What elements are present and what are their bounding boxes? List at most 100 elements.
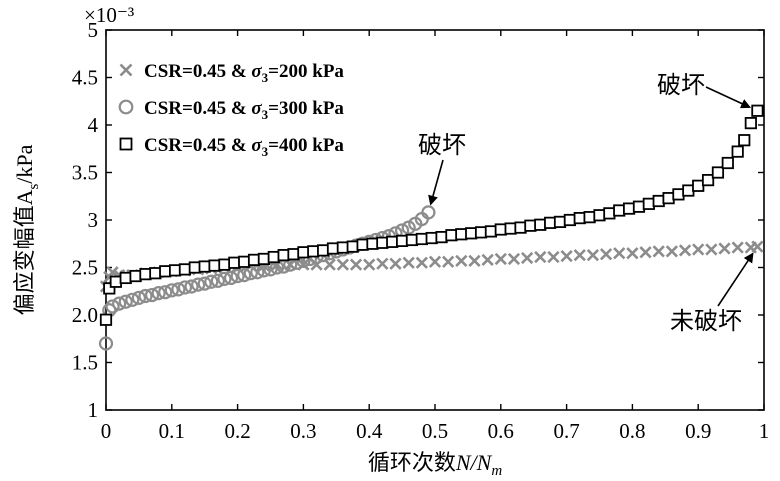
data-point — [204, 274, 219, 289]
data-point — [623, 202, 636, 215]
y-tick-label: 3 — [88, 208, 99, 232]
x-axis-label: 循环次数N/Nm — [368, 450, 502, 479]
legend-label: CSR=0.45 & σ3=400 kPa — [144, 135, 344, 159]
data-point — [455, 228, 468, 241]
data-point — [563, 213, 576, 227]
data-point — [389, 257, 402, 270]
y-tick-label: 1 — [88, 398, 99, 422]
data-point — [405, 233, 419, 247]
data-point — [118, 294, 133, 309]
data-point — [223, 270, 239, 286]
data-point — [109, 275, 122, 288]
data-point — [632, 200, 646, 213]
legend-marker — [118, 99, 134, 115]
data-point — [250, 265, 265, 280]
data-point — [395, 234, 409, 247]
annotation-label: 破坏 — [657, 72, 705, 99]
x-tick-label: 0.1 — [159, 419, 185, 443]
data-point — [711, 166, 725, 179]
data-point — [692, 179, 705, 192]
data-point — [297, 246, 310, 259]
data-point — [125, 292, 140, 307]
annotation-arrow — [705, 86, 752, 109]
data-point — [468, 254, 481, 267]
data-point — [662, 192, 675, 205]
data-point — [731, 145, 744, 158]
data-point — [129, 269, 142, 283]
data-point — [103, 282, 116, 295]
data-point — [553, 215, 567, 228]
y-tick-label: 4 — [88, 113, 99, 137]
data-point — [639, 246, 652, 259]
data-point — [112, 296, 127, 311]
data-point — [99, 313, 113, 326]
legend-label: CSR=0.45 & σ3=200 kPa — [144, 61, 344, 85]
data-point — [560, 249, 573, 263]
x-axis: 0 0.1 0.2 0.3 0.4 0.5 0.6 0.7 0.8 0.9 1 — [101, 30, 770, 443]
data-point — [494, 252, 507, 266]
data-point — [149, 267, 162, 280]
data-point — [521, 251, 534, 265]
data-point — [218, 258, 231, 271]
data-point — [465, 227, 478, 240]
data-point — [626, 247, 639, 260]
data-point — [421, 205, 436, 220]
annotation-label: 破坏 — [418, 132, 466, 159]
data-point — [336, 241, 349, 254]
data-point — [402, 256, 415, 269]
legend-marker — [119, 137, 133, 151]
data-point — [230, 268, 245, 284]
plot-area — [98, 104, 764, 351]
data-point — [243, 266, 258, 281]
y-tick-label: 3.5 — [72, 161, 98, 185]
data-point — [415, 232, 428, 246]
x-tick-label: 1 — [759, 419, 770, 443]
data-point — [267, 250, 280, 264]
data-point — [721, 156, 734, 170]
data-point — [494, 223, 507, 236]
data-point — [217, 271, 232, 286]
data-point — [514, 221, 527, 234]
data-point — [139, 268, 152, 281]
data-point — [138, 288, 153, 304]
x-tick-label: 0 — [101, 419, 112, 443]
data-point — [738, 134, 751, 147]
data-point — [184, 279, 199, 294]
data-point — [263, 262, 278, 277]
data-point — [682, 184, 695, 197]
x-tick-label: 0.3 — [290, 419, 316, 443]
data-point — [652, 245, 665, 258]
y-tick-label: 5 — [88, 18, 99, 42]
series-3 — [99, 104, 764, 326]
data-point — [599, 248, 613, 261]
data-point — [131, 290, 146, 305]
data-point — [105, 299, 120, 314]
x-tick-label: 0.8 — [619, 419, 645, 443]
y-axis: 1 1.5 2.0 2.5 3 3.5 4 4.5 5 — [72, 18, 764, 422]
data-point — [481, 253, 494, 267]
data-point — [751, 104, 764, 117]
data-point — [210, 273, 225, 288]
annotation-label: 未破坏 — [670, 308, 742, 335]
data-point — [445, 229, 458, 242]
data-point — [613, 204, 626, 217]
y-axis-exponent-label: ×10⁻³ — [84, 3, 134, 27]
data-point — [534, 218, 547, 231]
x-tick-label: 0.9 — [685, 419, 711, 443]
data-point — [197, 276, 212, 291]
data-point — [307, 245, 320, 258]
data-point — [474, 226, 488, 239]
data-point — [613, 247, 626, 260]
data-point — [164, 283, 179, 298]
data-point — [672, 188, 685, 201]
data-point — [346, 240, 359, 253]
legend-label: CSR=0.45 & σ3=300 kPa — [144, 98, 344, 122]
data-point — [573, 249, 586, 262]
data-point — [349, 258, 363, 271]
data-point — [544, 216, 557, 229]
data-point — [144, 287, 160, 303]
data-point — [119, 271, 132, 285]
data-point — [744, 117, 757, 130]
